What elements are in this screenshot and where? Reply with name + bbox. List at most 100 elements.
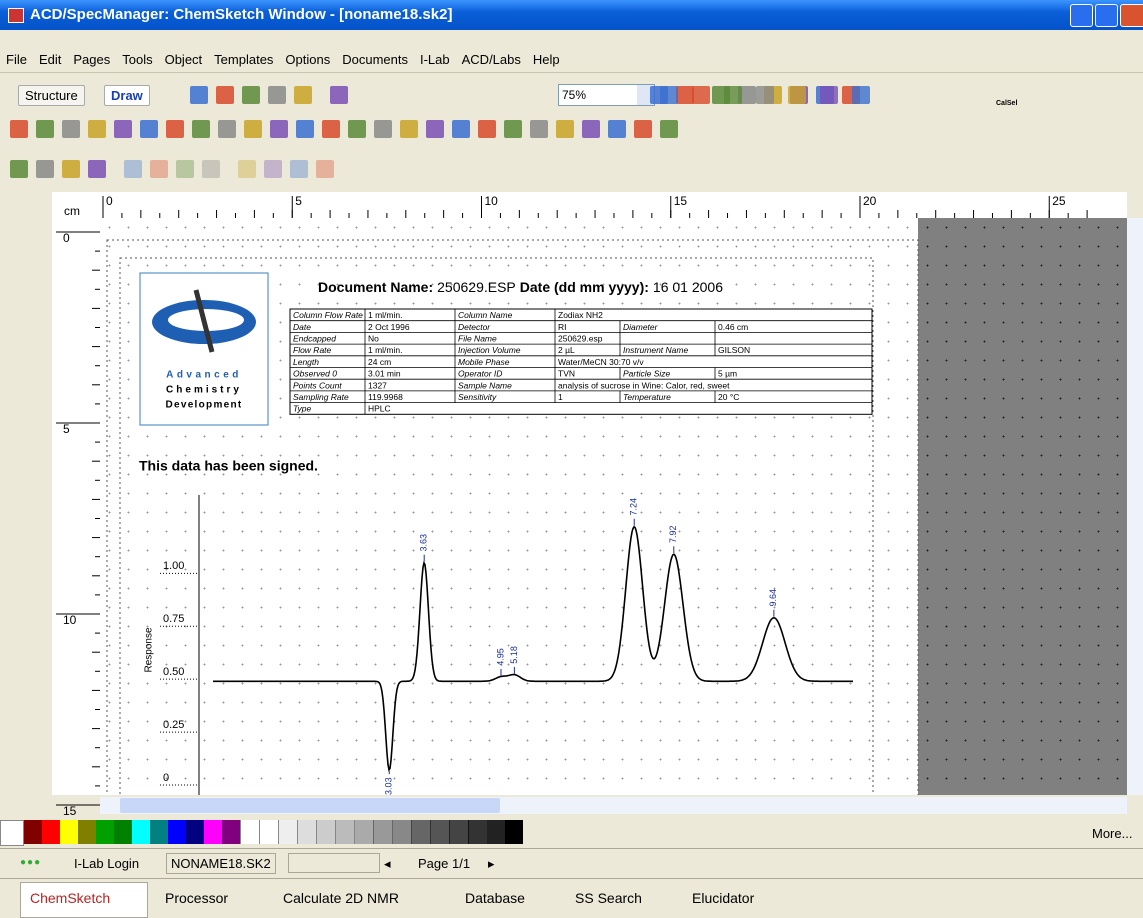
toolbar-icon[interactable] (582, 120, 600, 138)
menu-item[interactable]: Help (532, 52, 560, 67)
swatch[interactable] (392, 820, 411, 844)
toolbar-icon[interactable] (330, 86, 348, 104)
more-colors[interactable]: More... (1092, 826, 1133, 841)
toolbar-icon[interactable] (10, 120, 28, 138)
swatch[interactable] (411, 820, 430, 844)
toolbar-icon[interactable] (190, 86, 208, 104)
menu-item[interactable]: File (6, 52, 27, 67)
h-scrollbar[interactable] (100, 797, 1127, 814)
toolbar-icon[interactable] (788, 86, 806, 104)
swatch[interactable] (487, 820, 505, 844)
swatch[interactable] (42, 820, 60, 844)
toolbar-icon[interactable] (88, 120, 106, 138)
toolbar-icon[interactable] (36, 120, 54, 138)
swatch[interactable] (430, 820, 449, 844)
toolbar-icon[interactable] (238, 160, 256, 178)
toolbar-icon[interactable] (348, 120, 366, 138)
toolbar-icon[interactable] (608, 120, 626, 138)
prev-page[interactable]: ◂ (384, 856, 391, 871)
toolbar-icon[interactable] (36, 160, 54, 178)
toolbar-icon[interactable] (150, 160, 168, 178)
swatch[interactable] (78, 820, 96, 844)
swatch[interactable] (132, 820, 150, 844)
swatch[interactable] (222, 820, 240, 844)
toolbar-icon[interactable] (676, 86, 694, 104)
menu-item[interactable]: Tools (122, 52, 153, 67)
toolbar-icon[interactable] (216, 86, 234, 104)
toolbar-icon[interactable] (426, 120, 444, 138)
swatch[interactable] (96, 820, 114, 844)
toolbar-icon[interactable] (634, 120, 652, 138)
swatch[interactable] (259, 820, 278, 844)
toolbar-icon[interactable] (192, 120, 210, 138)
swatch[interactable] (114, 820, 132, 844)
v-scrollbar[interactable] (1127, 218, 1143, 795)
dropdown-arrow[interactable] (637, 85, 654, 105)
toolbar-icon[interactable] (264, 160, 282, 178)
swatch[interactable] (168, 820, 186, 844)
app-tab[interactable]: Database (465, 890, 525, 906)
toolbar-icon[interactable] (176, 160, 194, 178)
menu-item[interactable]: Documents (342, 52, 408, 67)
toolbar-icon[interactable] (218, 120, 236, 138)
menu-item[interactable]: Options (285, 52, 331, 67)
swatch[interactable] (449, 820, 468, 844)
swatch[interactable] (373, 820, 392, 844)
swatch[interactable] (505, 820, 523, 844)
toolbar-icon[interactable] (62, 120, 80, 138)
toolbar-icon[interactable] (322, 120, 340, 138)
toolbar-icon[interactable] (140, 120, 158, 138)
toolbar-icon[interactable] (166, 120, 184, 138)
toolbar-icon[interactable] (242, 86, 260, 104)
menu-item[interactable]: Edit (38, 52, 62, 67)
toolbar-icon[interactable] (88, 160, 106, 178)
toolbar-icon[interactable] (268, 86, 286, 104)
app-tab[interactable]: SS Search (575, 890, 642, 906)
draw-button[interactable]: Draw (104, 85, 150, 106)
toolbar-icon[interactable] (452, 120, 470, 138)
toolbar-icon[interactable] (374, 120, 392, 138)
toolbar-icon[interactable] (10, 160, 28, 178)
toolbar-icon[interactable] (504, 120, 522, 138)
toolbar-icon[interactable] (296, 120, 314, 138)
toolbar-icon[interactable] (316, 160, 334, 178)
toolbar-icon[interactable] (530, 120, 548, 138)
close-button[interactable] (1120, 4, 1143, 27)
toolbar-icon[interactable] (290, 160, 308, 178)
toolbar-icon[interactable] (114, 120, 132, 138)
toolbar-icon[interactable] (756, 86, 774, 104)
toolbar-icon[interactable] (660, 120, 678, 138)
swatch[interactable] (468, 820, 487, 844)
swatch[interactable] (354, 820, 373, 844)
swatch[interactable] (24, 820, 42, 844)
toolbar-icon[interactable] (202, 160, 220, 178)
app-tab[interactable]: ChemSketch (30, 890, 111, 906)
toolbar-icon[interactable] (738, 86, 756, 104)
toolbar-icon[interactable] (270, 120, 288, 138)
toolbar-icon[interactable] (660, 86, 678, 104)
menu-item[interactable]: Object (164, 52, 203, 67)
zoom-select[interactable]: 75% (558, 84, 655, 106)
swatch[interactable] (0, 820, 24, 846)
toolbar-icon[interactable] (62, 160, 80, 178)
scroll-thumb[interactable] (120, 798, 500, 813)
ilab-login[interactable]: I-Lab Login (74, 856, 140, 871)
toolbar-icon[interactable] (852, 86, 870, 104)
minimize-button[interactable] (1070, 4, 1093, 27)
swatch[interactable] (150, 820, 168, 844)
swatch[interactable] (186, 820, 204, 844)
swatch[interactable] (297, 820, 316, 844)
toolbar-icon[interactable] (124, 160, 142, 178)
toolbar-icon[interactable] (294, 86, 312, 104)
toolbar-icon[interactable] (692, 86, 710, 104)
structure-button[interactable]: Structure (18, 85, 85, 106)
menu-item[interactable]: ACD/Labs (461, 52, 521, 67)
toolbar-icon[interactable] (724, 86, 742, 104)
toolbar-icon[interactable] (820, 86, 838, 104)
swatch[interactable] (204, 820, 222, 844)
canvas[interactable]: Advanced Chemistry Development Document … (100, 218, 1127, 795)
app-tab[interactable]: Calculate 2D NMR (283, 890, 399, 906)
menu-item[interactable]: Pages (73, 52, 111, 67)
swatch[interactable] (335, 820, 354, 844)
maximize-button[interactable] (1095, 4, 1118, 27)
